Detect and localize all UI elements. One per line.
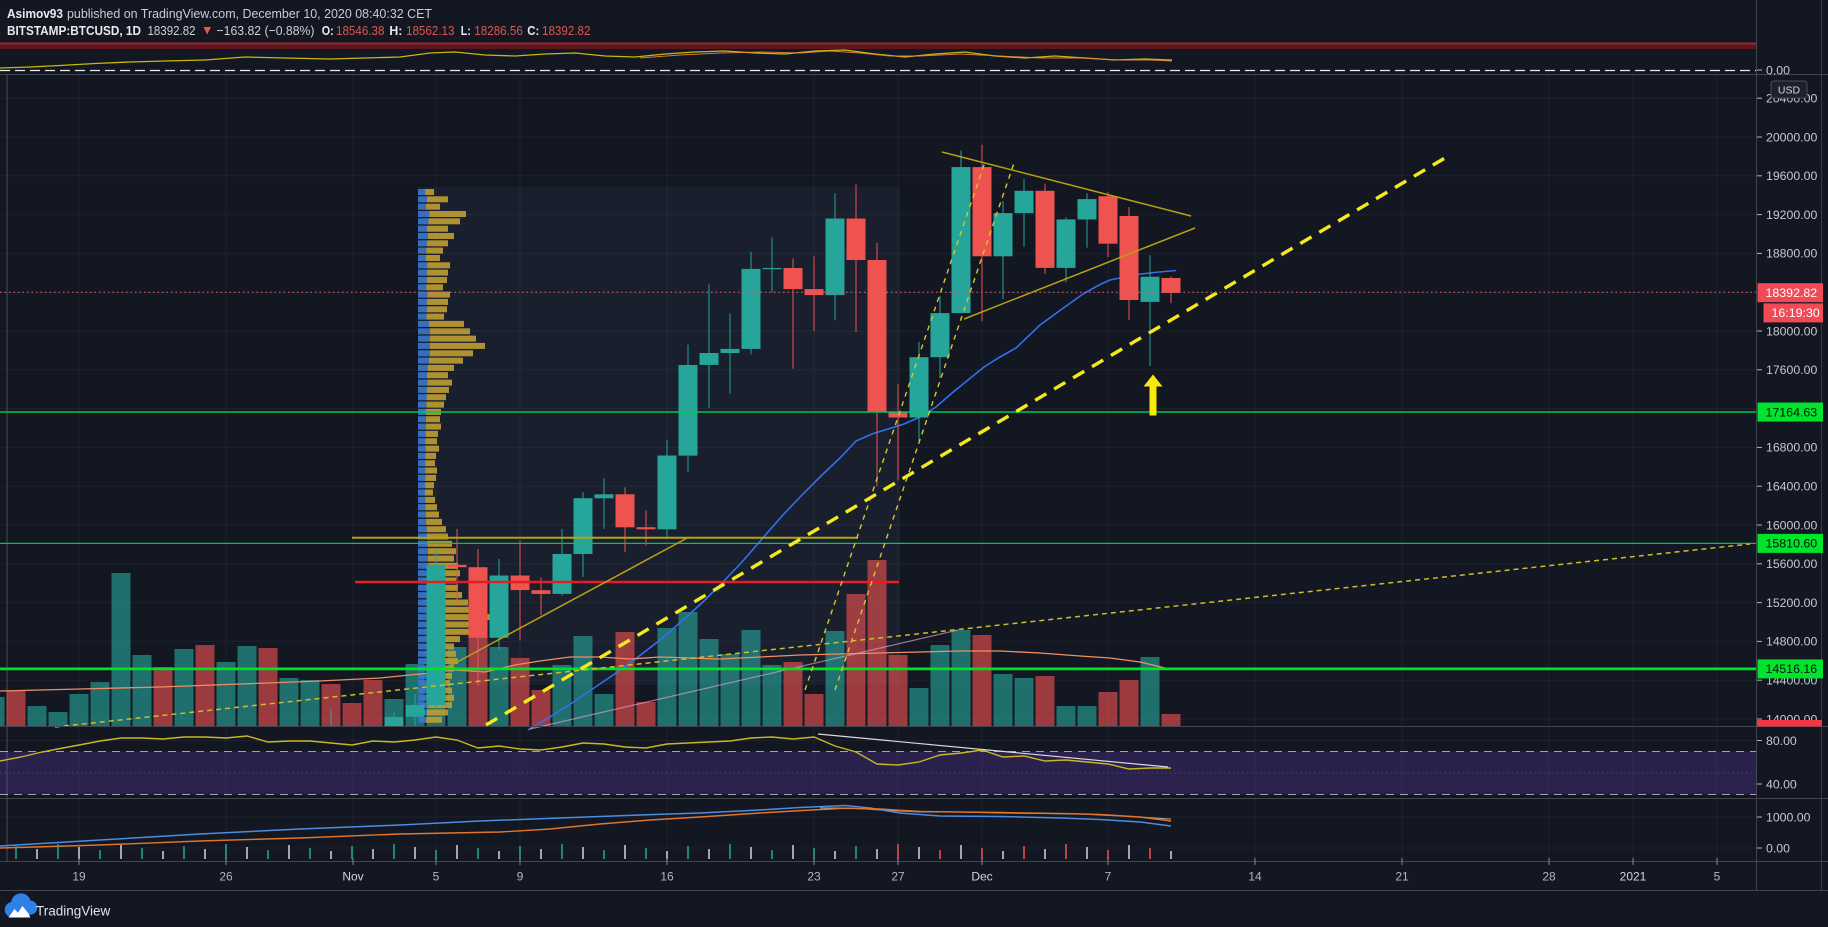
svg-text:15600.00: 15600.00 (1766, 557, 1817, 571)
svg-text:17600.00: 17600.00 (1766, 363, 1817, 377)
svg-text:21: 21 (1395, 870, 1409, 884)
svg-text:H:: H: (389, 23, 402, 38)
svg-text:26: 26 (219, 870, 233, 884)
svg-text:14800.00: 14800.00 (1766, 635, 1817, 649)
svg-text:5: 5 (433, 870, 440, 884)
svg-text:23: 23 (807, 870, 821, 884)
svg-text:40.00: 40.00 (1766, 777, 1797, 791)
svg-text:18562.13: 18562.13 (406, 23, 455, 38)
svg-text:USD: USD (1778, 85, 1801, 97)
svg-text:17164.63: 17164.63 (1766, 405, 1818, 419)
svg-text:19200.00: 19200.00 (1766, 208, 1817, 222)
svg-text:19: 19 (72, 870, 86, 884)
svg-text:18392.82: 18392.82 (148, 23, 196, 38)
svg-text:1000.00: 1000.00 (1766, 810, 1811, 824)
svg-text:20000.00: 20000.00 (1766, 130, 1817, 144)
svg-text:published on TradingView.com,: published on TradingView.com, December 1… (67, 6, 432, 21)
svg-text:L:: L: (461, 23, 471, 38)
svg-text:19600.00: 19600.00 (1766, 169, 1817, 183)
svg-text:Dec: Dec (971, 870, 992, 884)
svg-text:15810.60: 15810.60 (1766, 537, 1818, 551)
svg-text:5: 5 (1714, 870, 1721, 884)
svg-text:7: 7 (1105, 870, 1112, 884)
svg-text:16800.00: 16800.00 (1766, 441, 1817, 455)
svg-text:28: 28 (1542, 870, 1556, 884)
svg-text:18800.00: 18800.00 (1766, 247, 1817, 261)
svg-text:16000.00: 16000.00 (1766, 518, 1817, 532)
svg-text:18546.38: 18546.38 (336, 23, 385, 38)
svg-text:C:: C: (527, 23, 539, 38)
svg-text:9: 9 (517, 870, 524, 884)
svg-text:18286.56: 18286.56 (474, 23, 523, 38)
svg-text:0.00: 0.00 (1766, 841, 1790, 855)
svg-text:0.00: 0.00 (1766, 63, 1790, 77)
svg-text:16400.00: 16400.00 (1766, 480, 1817, 494)
svg-text:O:: O: (322, 23, 334, 38)
svg-text:Nov: Nov (342, 870, 363, 884)
svg-text:TradingView: TradingView (36, 904, 111, 919)
svg-text:14: 14 (1248, 870, 1262, 884)
svg-text:2021: 2021 (1620, 870, 1647, 884)
svg-text:18000.00: 18000.00 (1766, 324, 1817, 338)
svg-text:16: 16 (660, 870, 674, 884)
svg-text:15200.00: 15200.00 (1766, 596, 1817, 610)
svg-text:80.00: 80.00 (1766, 734, 1797, 748)
svg-text:14516.16: 14516.16 (1766, 662, 1818, 676)
svg-text:18392.82: 18392.82 (542, 23, 591, 38)
svg-text:−163.82 (−0.88%): −163.82 (−0.88%) (217, 23, 315, 38)
svg-text:Asimov93: Asimov93 (7, 6, 63, 21)
svg-text:16:19:30: 16:19:30 (1772, 306, 1820, 320)
svg-text:27: 27 (891, 870, 905, 884)
svg-text:BITSTAMP:BTCUSD, 1D: BITSTAMP:BTCUSD, 1D (7, 23, 141, 38)
svg-text:18392.82: 18392.82 (1766, 286, 1818, 300)
